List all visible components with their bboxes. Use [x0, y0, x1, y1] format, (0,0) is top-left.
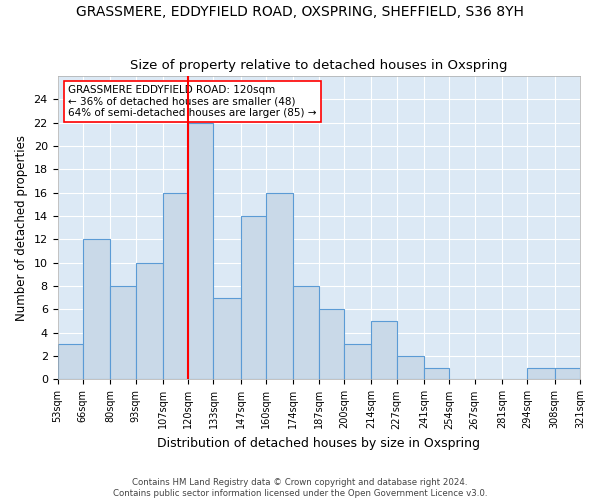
- Bar: [136, 262, 163, 380]
- Bar: [527, 368, 554, 380]
- Bar: [110, 286, 136, 380]
- Bar: [371, 321, 397, 380]
- Bar: [319, 310, 344, 380]
- Bar: [397, 356, 424, 380]
- Text: GRASSMERE, EDDYFIELD ROAD, OXSPRING, SHEFFIELD, S36 8YH: GRASSMERE, EDDYFIELD ROAD, OXSPRING, SHE…: [76, 5, 524, 19]
- Title: Size of property relative to detached houses in Oxspring: Size of property relative to detached ho…: [130, 59, 508, 72]
- Y-axis label: Number of detached properties: Number of detached properties: [15, 134, 28, 320]
- Bar: [554, 368, 580, 380]
- Bar: [241, 216, 266, 380]
- Text: Contains HM Land Registry data © Crown copyright and database right 2024.
Contai: Contains HM Land Registry data © Crown c…: [113, 478, 487, 498]
- Bar: [293, 286, 319, 380]
- Bar: [344, 344, 371, 380]
- Bar: [58, 344, 83, 380]
- Bar: [163, 192, 188, 380]
- Bar: [188, 122, 214, 380]
- Bar: [83, 240, 110, 380]
- X-axis label: Distribution of detached houses by size in Oxspring: Distribution of detached houses by size …: [157, 437, 480, 450]
- Text: GRASSMERE EDDYFIELD ROAD: 120sqm
← 36% of detached houses are smaller (48)
64% o: GRASSMERE EDDYFIELD ROAD: 120sqm ← 36% o…: [68, 85, 316, 118]
- Bar: [424, 368, 449, 380]
- Bar: [266, 192, 293, 380]
- Bar: [214, 298, 241, 380]
